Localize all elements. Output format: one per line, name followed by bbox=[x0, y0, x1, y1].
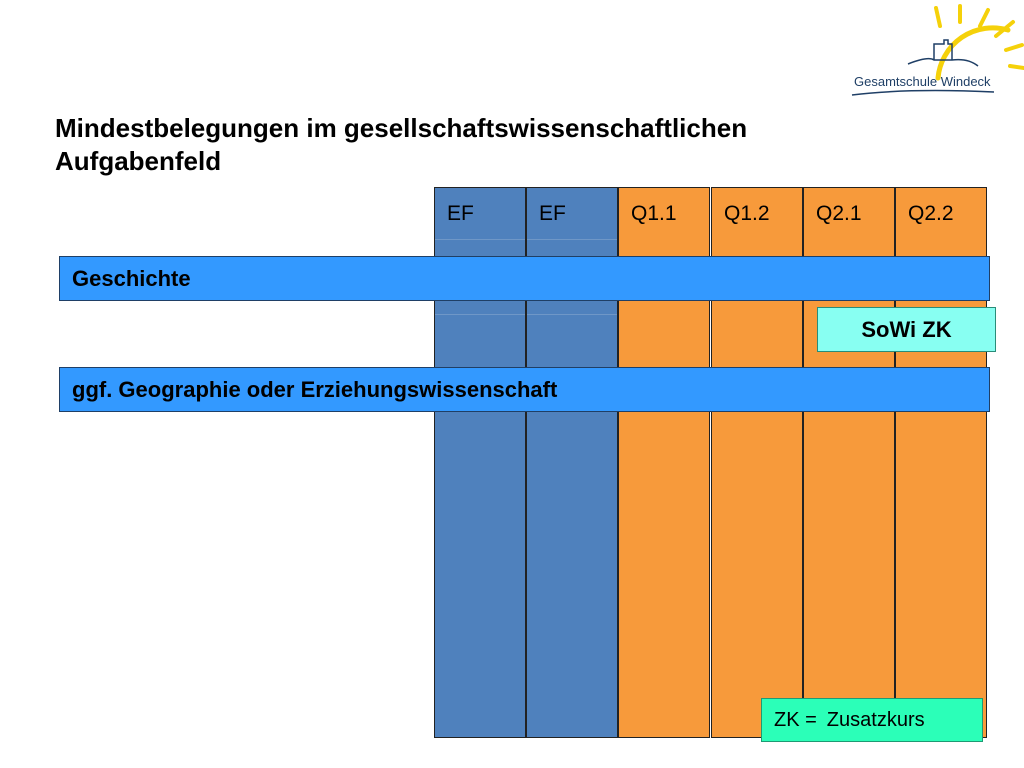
page-title-line-1: Mindestbelegungen im gesellschaftswissen… bbox=[55, 113, 748, 143]
bar-geographie-label: ggf. Geographie oder Erziehungswissensch… bbox=[72, 376, 558, 402]
legend-box: ZK = Zusatzkurs bbox=[761, 698, 983, 742]
school-logo: Gesamtschule Windeck bbox=[851, 4, 1024, 96]
legend-abbr: ZK = bbox=[774, 708, 817, 731]
bar-sowi-zk-label: SoWi ZK bbox=[861, 316, 952, 342]
school-logo-text: Gesamtschule Windeck bbox=[854, 74, 991, 89]
column-header: Q1.2 bbox=[724, 202, 770, 225]
bar-sowi-zk: SoWi ZK bbox=[817, 307, 996, 352]
bar-geschichte: Geschichte bbox=[59, 256, 990, 301]
bar-geschichte-label: Geschichte bbox=[72, 265, 191, 291]
castle-icon bbox=[907, 39, 979, 67]
page-title: Mindestbelegungen im gesellschaftswissen… bbox=[55, 112, 955, 178]
legend-meaning: Zusatzkurs bbox=[826, 708, 925, 731]
page-title-line-2: Aufgabenfeld bbox=[55, 146, 222, 176]
column-header: Q1.1 bbox=[631, 202, 677, 225]
sun-icon bbox=[934, 4, 1024, 81]
column-header: Q2.2 bbox=[908, 202, 954, 225]
column-header: EF bbox=[527, 188, 617, 240]
bar-geographie-erziehungswissenschaft: ggf. Geographie oder Erziehungswissensch… bbox=[59, 367, 990, 412]
column-header: EF bbox=[435, 188, 525, 240]
column-header: Q2.1 bbox=[816, 202, 862, 225]
